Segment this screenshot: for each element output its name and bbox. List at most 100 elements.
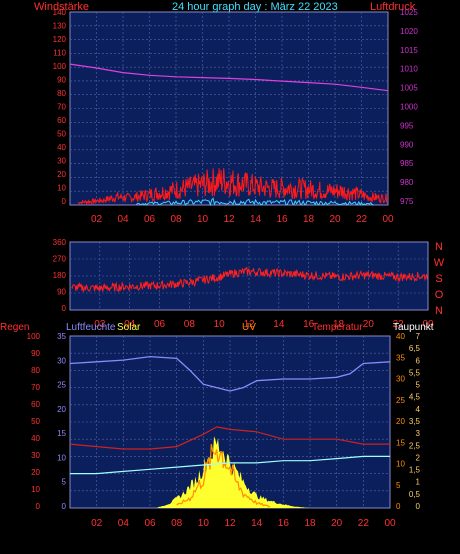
wind-tick: 50 [57, 130, 66, 139]
pressure-tick: 975 [400, 197, 414, 206]
wind-tick: 130 [53, 22, 67, 31]
chart-title-1: 24 hour graph day : März 22 2023 [172, 1, 338, 13]
compass-label: S [435, 273, 442, 285]
dew-label: Taupunkt [393, 322, 434, 333]
humidity-tick: 5 [62, 478, 67, 487]
uv-tick: 0,5 [409, 490, 421, 499]
pressure-ticks: 1025 1020 1015 1010 1005 1000 995 990 985 980 975 [400, 8, 418, 206]
hour-tick-label: 02 [91, 214, 103, 225]
axis-ticks-3: 10090807060504030201003530252015105076,5… [27, 332, 421, 511]
pressure-tick: 1020 [400, 27, 418, 36]
hour-tick-label: 02 [91, 518, 103, 529]
regen-tick: 60 [31, 400, 40, 409]
humidity-tick: 10 [57, 453, 66, 462]
uv-tick: 0 [416, 502, 421, 511]
hour-tick-label: 20 [331, 518, 343, 529]
wind-tick: 20 [57, 170, 66, 179]
pressure-tick: 995 [400, 121, 414, 130]
wind-gust-line [136, 197, 374, 207]
humidity-tick: 35 [57, 332, 66, 341]
humidity-tick: 30 [57, 356, 66, 365]
hour-tick-label: 20 [363, 319, 375, 330]
panel-climate: Regen Luftfeuchte Solar UV Temperatur Ta… [0, 322, 434, 529]
hour-tick-label: 06 [144, 518, 156, 529]
regen-label: Regen [0, 322, 29, 333]
uv-tick: 2,5 [409, 441, 421, 450]
uv-tick: 1 [416, 478, 421, 487]
series-2 [71, 266, 428, 293]
dew-tick: 15 [396, 438, 405, 447]
dew-tick: 20 [396, 417, 405, 426]
wind-direction-line [71, 266, 428, 293]
regen-tick: 50 [31, 417, 40, 426]
hour-tick-label: 16 [276, 214, 288, 225]
hour-tick-label: 12 [243, 319, 255, 330]
regen-tick: 100 [27, 332, 41, 341]
humidity-tick: 0 [62, 502, 67, 511]
hour-tick-label: 08 [184, 319, 196, 330]
uv-tick: 3 [416, 429, 421, 438]
direction-tick: 90 [57, 288, 66, 297]
compass-label: O [435, 289, 444, 301]
hour-tick-label: 10 [214, 319, 226, 330]
hour-tick-label: 16 [278, 518, 290, 529]
dew-tick: 25 [396, 396, 405, 405]
wind-tick: 120 [53, 35, 67, 44]
hour-tick-label: 00 [382, 214, 394, 225]
humidity-tick: 20 [57, 405, 66, 414]
hour-tick-label: 16 [303, 319, 315, 330]
pressure-axis-label: Luftdruck [370, 1, 416, 13]
uv-tick: 5,5 [409, 368, 421, 377]
hour-tick-label: 04 [124, 319, 136, 330]
hour-tick-label: 08 [170, 214, 182, 225]
pressure-tick: 990 [400, 140, 414, 149]
uv-tick: 6 [416, 356, 421, 365]
regen-tick: 70 [31, 383, 40, 392]
wind-speed-line [77, 168, 388, 206]
humidity-line [69, 355, 391, 392]
hour-ticks-1: 02 04 06 08 10 12 14 16 18 20 22 00 [91, 214, 394, 225]
hour-tick-label: 18 [303, 214, 315, 225]
hour-tick-label: 14 [250, 214, 262, 225]
panel-wind-pressure: Windstärke 24 hour graph day : März 22 2… [34, 1, 418, 225]
pressure-tick: 1000 [400, 103, 418, 112]
pressure-tick: 985 [400, 159, 414, 168]
hour-tick-label: 10 [197, 214, 209, 225]
regen-tick: 0 [36, 502, 41, 511]
wind-tick: 90 [57, 76, 66, 85]
compass-label: N [435, 305, 443, 317]
pressure-tick: 1005 [400, 84, 418, 93]
wind-tick: 40 [57, 143, 66, 152]
compass-label: N [435, 241, 443, 253]
wind-tick: 70 [57, 103, 66, 112]
uv-tick: 1,5 [409, 466, 421, 475]
direction-tick: 360 [53, 238, 67, 247]
uv-line [176, 443, 271, 508]
hour-ticks-2: 02 04 06 08 10 12 14 16 18 20 22 00 [94, 319, 434, 330]
pressure-tick: 1015 [400, 46, 418, 55]
wind-tick: 60 [57, 116, 66, 125]
dew-tick: 5 [396, 481, 401, 490]
direction-ticks: 360 270 180 90 0 [53, 238, 67, 313]
solar-label: Solar [117, 322, 141, 333]
direction-tick: 270 [53, 255, 67, 264]
dewpoint-line [70, 455, 390, 475]
regen-tick: 90 [31, 349, 40, 358]
regen-tick: 10 [31, 485, 40, 494]
series-3 [69, 355, 391, 508]
temp-label: Temperatur [312, 322, 363, 333]
hour-tick-label: 10 [198, 518, 210, 529]
compass-label: W [434, 257, 445, 269]
wind-tick: 30 [57, 157, 66, 166]
solar-area [156, 436, 310, 508]
humidity-tick: 15 [57, 429, 66, 438]
hour-tick-label: 14 [251, 518, 263, 529]
series-1 [69, 63, 389, 207]
dew-tick: 0 [396, 502, 401, 511]
regen-tick: 20 [31, 468, 40, 477]
regen-tick: 40 [31, 434, 40, 443]
wind-tick: 140 [53, 8, 67, 17]
